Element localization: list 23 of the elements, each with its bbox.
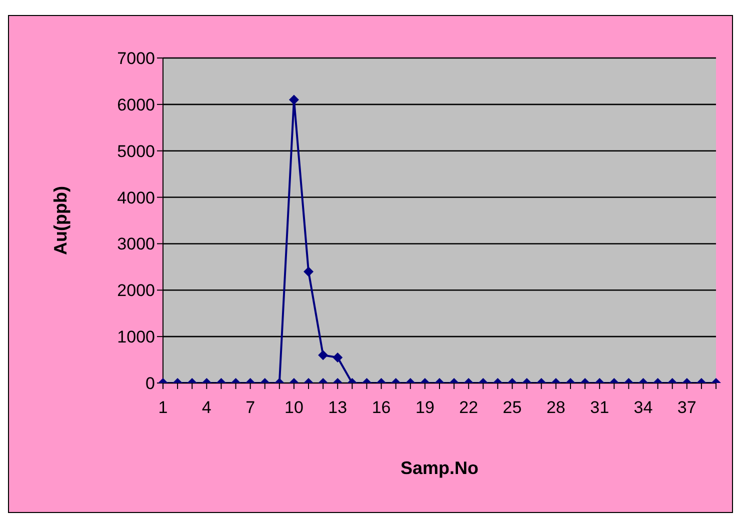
y-tick-label: 6000 bbox=[117, 95, 155, 114]
x-tick-label: 19 bbox=[415, 398, 434, 418]
y-tick-label: 1000 bbox=[117, 328, 155, 347]
x-tick-label: 4 bbox=[202, 398, 212, 418]
y-tick-label: 4000 bbox=[117, 188, 155, 208]
x-tick-label: 31 bbox=[590, 398, 610, 418]
y-tick-label: 0 bbox=[146, 374, 155, 394]
x-tick-label: 10 bbox=[284, 398, 304, 418]
x-tick-label: 16 bbox=[372, 398, 391, 418]
x-tick-label: 37 bbox=[677, 398, 696, 418]
y-axis-title: Au(ppb) bbox=[50, 186, 70, 255]
y-tick-label: 2000 bbox=[117, 281, 155, 300]
x-tick-label: 34 bbox=[634, 398, 653, 418]
x-tick-label: 13 bbox=[328, 398, 348, 418]
x-tick-label: 28 bbox=[546, 398, 566, 418]
x-axis-title: Samp.No bbox=[400, 458, 479, 478]
y-tick-label: 3000 bbox=[117, 234, 155, 254]
x-tick-label: 25 bbox=[502, 398, 522, 418]
y-tick-label: 7000 bbox=[117, 49, 155, 68]
x-tick-label: 1 bbox=[158, 398, 168, 418]
y-tick-label: 5000 bbox=[117, 142, 155, 161]
x-tick-label: 22 bbox=[459, 398, 478, 418]
x-tick-label: 7 bbox=[246, 398, 256, 418]
